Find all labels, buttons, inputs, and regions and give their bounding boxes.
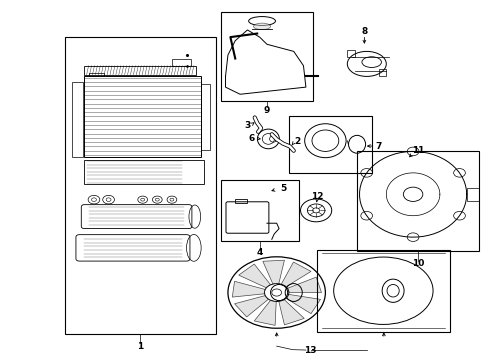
Text: 3: 3 xyxy=(245,121,251,130)
Bar xyxy=(220,12,313,102)
Text: 7: 7 xyxy=(376,141,382,150)
Bar xyxy=(347,50,355,57)
Polygon shape xyxy=(281,262,311,287)
Polygon shape xyxy=(232,281,265,297)
Text: 11: 11 xyxy=(412,146,424,155)
Polygon shape xyxy=(235,296,268,317)
Polygon shape xyxy=(286,294,320,314)
Polygon shape xyxy=(263,260,285,284)
Bar xyxy=(466,188,479,201)
Text: 9: 9 xyxy=(264,106,270,115)
Text: 5: 5 xyxy=(280,184,287,193)
Bar xyxy=(289,116,372,173)
Polygon shape xyxy=(254,301,276,325)
Bar xyxy=(172,59,192,66)
Bar xyxy=(89,73,104,76)
Bar xyxy=(220,180,298,241)
Bar xyxy=(357,152,479,251)
Ellipse shape xyxy=(253,23,270,30)
Bar xyxy=(84,160,203,184)
Bar xyxy=(317,249,450,332)
Bar xyxy=(379,69,386,76)
Bar xyxy=(84,66,196,75)
Bar xyxy=(84,76,201,157)
Text: 13: 13 xyxy=(304,346,317,355)
Bar xyxy=(235,199,247,203)
Polygon shape xyxy=(239,264,270,288)
Text: 6: 6 xyxy=(249,134,255,143)
Bar xyxy=(72,82,83,157)
Bar xyxy=(201,84,210,150)
Bar xyxy=(65,37,216,334)
Polygon shape xyxy=(279,300,304,325)
Text: 10: 10 xyxy=(412,260,424,269)
Text: 8: 8 xyxy=(361,27,368,36)
Text: 4: 4 xyxy=(256,248,263,257)
Text: 1: 1 xyxy=(137,342,144,351)
Text: 12: 12 xyxy=(311,192,323,201)
Polygon shape xyxy=(288,277,321,293)
Text: 2: 2 xyxy=(294,137,300,146)
